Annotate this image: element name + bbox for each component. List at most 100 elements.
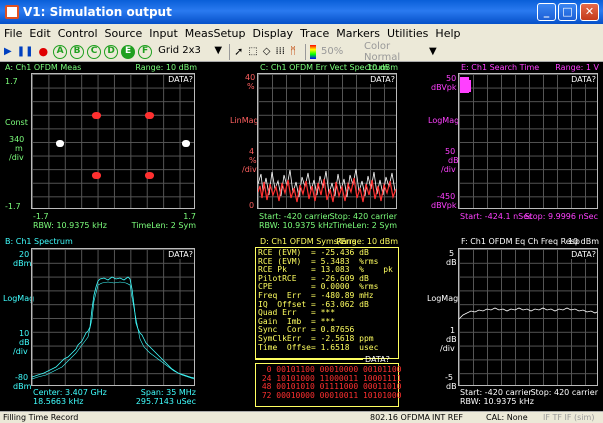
trace-display-area: A: Ch1 OFDM Meas Range: 10 dBm 1.7 Const… (0, 62, 603, 411)
peak-marker-icon[interactable]: ᛗ (290, 46, 296, 57)
panel-f-y-bottom: -5 (445, 373, 453, 382)
panel-a-x-left: -1.7 (33, 212, 49, 221)
title-bar[interactable]: V1: Simulation output _ □ ✕ (0, 0, 603, 24)
panel-b-plot: DATA? (31, 248, 195, 386)
panel-e-scale: 50 (445, 147, 456, 156)
panel-b-y-top-unit: dBm (13, 259, 32, 268)
panel-a-timelen: TimeLen: 2 Sym (131, 221, 196, 230)
bits-row: 72 00010000 00010011 10101000 (257, 390, 401, 400)
multi-marker-icon[interactable]: ⁞⁞⁞ (275, 46, 285, 57)
status-flags: IF TF IF (sim) (543, 413, 595, 422)
trace-b-button[interactable]: B (70, 44, 85, 59)
maximize-button[interactable]: □ (558, 3, 577, 21)
panel-c-y-bottom: 0 (249, 201, 255, 210)
panel-a-scale-div: /div (9, 153, 24, 162)
panel-c-scale-unit: % (249, 156, 257, 165)
menu-control[interactable]: Control (57, 26, 98, 40)
panel-f-trace (459, 307, 597, 320)
panel-f-y-bottom-unit: dB (446, 382, 457, 391)
panel-c-scale-div: /div (242, 165, 257, 174)
zoom-box-icon[interactable]: ⬚ (248, 46, 258, 57)
trace-f-button[interactable]: F (138, 44, 153, 59)
menu-source[interactable]: Source (104, 26, 143, 40)
play-icon[interactable]: ▶ (4, 46, 12, 57)
metric-row: PilotRCE = -26.609 dB (258, 273, 384, 283)
chevron-down-icon: ▼ (214, 45, 223, 56)
metric-row: Time Offse= 1.6518 usec (258, 342, 384, 352)
panel-c-timelen: TimeLen: 2 Sym (332, 221, 397, 230)
panel-e-data-status: DATA? (571, 75, 596, 84)
trace-panel-e[interactable]: E: Ch1 Search Time Range: 1 V 50 dBVpk L… (403, 62, 602, 234)
grid-layout-value: Grid 2x3 (158, 45, 201, 56)
panel-e-stop: Stop: 9.9996 nSec (524, 212, 598, 221)
trace-d-button[interactable]: D (104, 44, 119, 59)
color-scheme-select[interactable]: Color Normal (364, 40, 401, 63)
panel-c-format: LinMag (230, 116, 259, 125)
menu-meassetup[interactable]: MeasSetup (184, 26, 246, 40)
menu-input[interactable]: Input (149, 26, 178, 40)
panel-e-trace (460, 77, 469, 93)
menu-display[interactable]: Display (252, 26, 294, 40)
menu-markers[interactable]: Markers (336, 26, 381, 40)
metric-row: Quad Err = *** (258, 308, 384, 318)
metric-row: Gain Imb = *** (258, 316, 384, 326)
panel-c-trace (258, 168, 396, 203)
panel-b-scale-div: /div (13, 347, 28, 356)
metric-row: RCE (EVM) = -25.436 dB (258, 248, 384, 257)
status-mode: 802.16 OFDMA (370, 413, 430, 422)
menu-file[interactable]: File (4, 26, 23, 40)
trace-panel-a[interactable]: A: Ch1 OFDM Meas Range: 10 dBm 1.7 Const… (1, 62, 200, 234)
constellation-point (145, 112, 154, 119)
menu-utilities[interactable]: Utilities (387, 26, 429, 40)
menu-edit[interactable]: Edit (29, 26, 51, 40)
trace-panel-b[interactable]: B: Ch1 Spectrum 20 dBm LogMag 10 dB /div… (1, 236, 200, 411)
panel-f-rbw: RBW: 10.9375 kHz (460, 397, 534, 406)
panel-c-stop: Stop: 420 carrier (329, 212, 397, 221)
panel-a-plot: DATA? (31, 73, 195, 209)
trace-panel-d[interactable]: D: Ch1 OFDM Syms/Errs Range: 10 dBm RCE … (202, 236, 401, 411)
panel-c-scale: 4 (249, 147, 255, 156)
panel-c-rbw: RBW: 10.9375 kHz (259, 221, 333, 230)
trace-panel-c[interactable]: C: Ch1 OFDM Err Vect Spectrum 10 dBm 40 … (202, 62, 401, 234)
zoom-level[interactable]: 50% (321, 46, 344, 57)
panel-c-title: C: Ch1 OFDM Err Vect Spectrum (260, 63, 389, 72)
pointer-icon[interactable]: ➚ (234, 45, 244, 58)
panel-a-title: A: Ch1 OFDM Meas (5, 63, 82, 72)
constellation-point (182, 140, 190, 147)
panel-e-y-top-unit: dBVpk (431, 83, 457, 92)
panel-a-format: Const (5, 118, 28, 127)
panel-a-data-status: DATA? (168, 75, 193, 84)
trace-c-button[interactable]: C (87, 44, 102, 59)
panel-f-y-top-unit: dB (446, 258, 457, 267)
toolbar-divider (305, 43, 306, 60)
panel-d-bits-box (255, 363, 399, 407)
metric-row: CPE = 0.0000 %rms (258, 282, 384, 292)
panel-b-y-top: 20 (19, 250, 30, 259)
panel-d-bits: 0 00101100 00010000 00101100 24 10101000… (257, 365, 401, 400)
trace-a-button[interactable]: A (53, 44, 68, 59)
panel-f-stop: Stop: 420 carrier (530, 388, 598, 397)
panel-f-scale: 1 (450, 326, 456, 335)
trace-panel-f[interactable]: F: Ch1 OFDM Eq Ch Freq Resp 10 dBm 5 dB … (403, 236, 602, 411)
chevron-down-icon[interactable]: ▼ (429, 46, 437, 57)
panel-f-start: Start: -420 carrier (460, 388, 532, 397)
menu-help[interactable]: Help (435, 26, 461, 40)
trace-e-button[interactable]: E (121, 44, 136, 59)
panel-d-range: Range: 10 dBm (336, 237, 398, 246)
pause-icon[interactable]: ❚❚ (16, 46, 34, 57)
panel-b-span: Span: 35 MHz (140, 388, 196, 397)
menu-bar: File Edit Control Source Input MeasSetup… (0, 24, 603, 42)
metric-row: RCE (EVM) = 5.3483 %rms (258, 256, 384, 266)
bits-row: 24 10101000 11000011 10001111 (257, 373, 401, 383)
constellation-point (56, 140, 64, 147)
minimize-button[interactable]: _ (537, 3, 556, 21)
panel-c-y-top-unit: % (247, 82, 255, 91)
record-icon[interactable]: ● (38, 45, 49, 58)
panel-e-range: Range: 1 V (555, 63, 599, 72)
close-button[interactable]: ✕ (580, 3, 599, 21)
panel-f-scale-div: /div (440, 344, 455, 353)
marker-icon[interactable]: ◇ (262, 46, 271, 57)
menu-trace[interactable]: Trace (300, 26, 330, 40)
grid-layout-select[interactable]: Grid 2x3 ▼ (155, 44, 225, 59)
panel-e-trace (469, 80, 471, 92)
